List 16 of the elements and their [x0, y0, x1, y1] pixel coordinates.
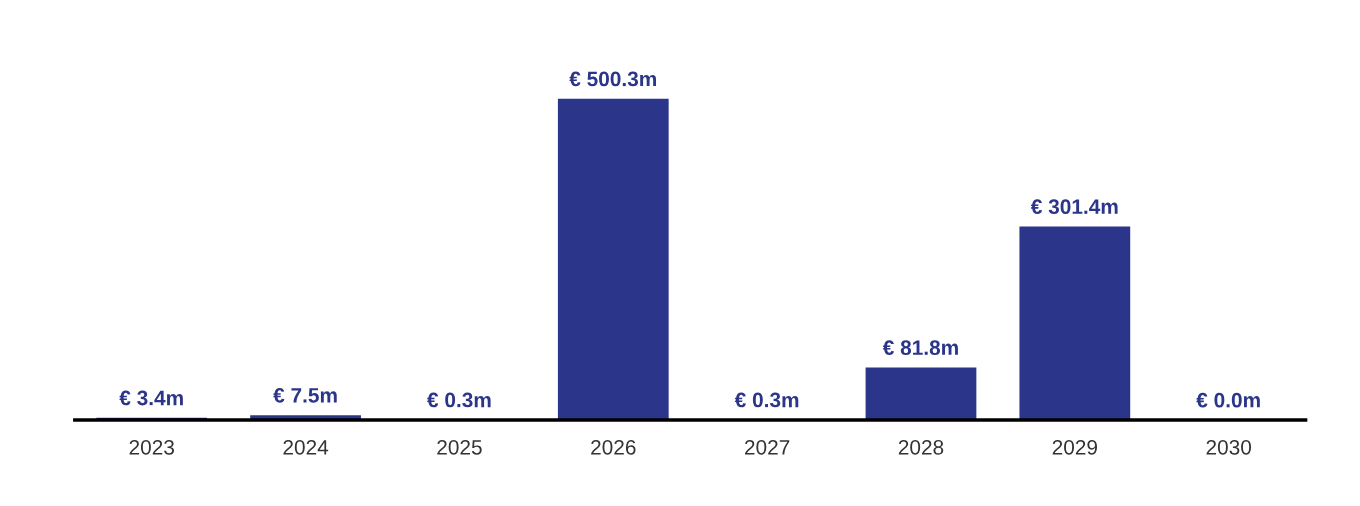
x-tick-label: 2024: [283, 439, 329, 455]
x-tick-label: 2026: [591, 439, 636, 455]
data-label: € 500.3m: [569, 71, 656, 87]
data-label: € 0.3m: [427, 392, 491, 408]
data-label: € 0.0m: [1196, 392, 1260, 408]
data-label: € 7.5m: [273, 387, 337, 403]
x-tick-label: 2029: [1052, 439, 1098, 455]
data-label: € 81.8m: [882, 340, 958, 356]
x-tick-label: 2027: [745, 439, 790, 455]
data-label: € 301.4m: [1030, 199, 1118, 215]
x-tick-label: 2028: [898, 439, 944, 455]
x-tick-label: 2023: [129, 439, 174, 455]
data-label: € 0.3m: [734, 392, 799, 408]
x-tick-label: 2025: [437, 439, 482, 455]
data-label: € 3.4m: [119, 390, 183, 406]
x-tick-label: 2030: [1206, 439, 1252, 455]
